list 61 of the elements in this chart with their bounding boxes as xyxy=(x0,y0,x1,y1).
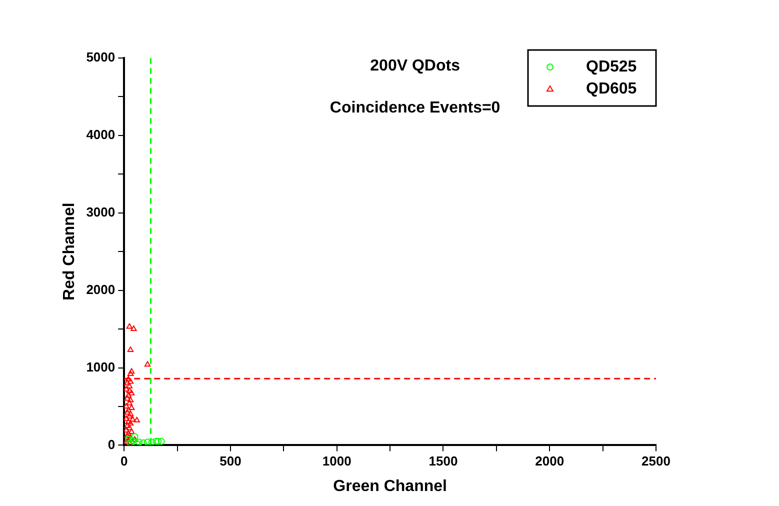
point xyxy=(124,409,130,415)
point xyxy=(134,416,140,422)
point xyxy=(128,428,135,434)
point xyxy=(124,415,130,421)
x-tick-label: 1500 xyxy=(428,454,458,469)
point xyxy=(128,368,135,374)
point xyxy=(148,438,156,446)
point xyxy=(127,396,134,402)
point xyxy=(127,346,134,352)
point xyxy=(136,438,143,446)
y-tick-label: 4000 xyxy=(86,127,116,142)
point xyxy=(125,418,132,424)
point xyxy=(124,402,130,408)
point xyxy=(124,438,130,444)
point xyxy=(126,323,133,329)
point xyxy=(124,422,130,428)
point xyxy=(158,438,165,445)
point xyxy=(131,433,138,440)
x-tick-label: 0 xyxy=(120,454,128,469)
legend-label: QD605 xyxy=(586,80,637,98)
x-tick-label: 2000 xyxy=(535,454,564,469)
point xyxy=(124,432,130,438)
x-tick-label: 2500 xyxy=(642,454,670,469)
point xyxy=(132,436,138,442)
point xyxy=(127,378,134,384)
point xyxy=(133,440,140,446)
point xyxy=(140,439,147,446)
point xyxy=(126,387,133,393)
point xyxy=(125,392,132,398)
annotation: Coincidence Events=0 xyxy=(330,99,500,116)
y-axis-title: Red Channel xyxy=(61,202,78,300)
x-tick-label: 1000 xyxy=(322,454,352,469)
point xyxy=(127,370,134,376)
point xyxy=(125,376,132,382)
point xyxy=(124,395,130,401)
legend-label: QD525 xyxy=(586,58,637,76)
y-tick-label: 0 xyxy=(108,436,116,452)
point xyxy=(127,410,134,416)
point xyxy=(128,390,135,396)
point xyxy=(154,438,162,445)
point xyxy=(144,438,152,446)
point xyxy=(152,438,160,445)
x-axis-title: Green Channel xyxy=(333,478,447,495)
point xyxy=(127,420,134,426)
y-tick-label: 5000 xyxy=(86,50,116,65)
point xyxy=(124,386,130,392)
y-tick-label: 3000 xyxy=(86,204,116,220)
point xyxy=(126,424,133,430)
point xyxy=(128,404,135,410)
point xyxy=(124,380,130,386)
point xyxy=(130,326,137,332)
point xyxy=(144,361,151,367)
point xyxy=(124,426,130,432)
y-tick-label: 2000 xyxy=(86,282,116,297)
point xyxy=(130,416,136,422)
point xyxy=(129,437,136,444)
y-tick-label: 1000 xyxy=(86,359,116,374)
point xyxy=(126,382,133,388)
point xyxy=(126,400,133,406)
chart-title: 200V QDots xyxy=(370,57,460,74)
x-tick-label: 500 xyxy=(220,454,242,469)
